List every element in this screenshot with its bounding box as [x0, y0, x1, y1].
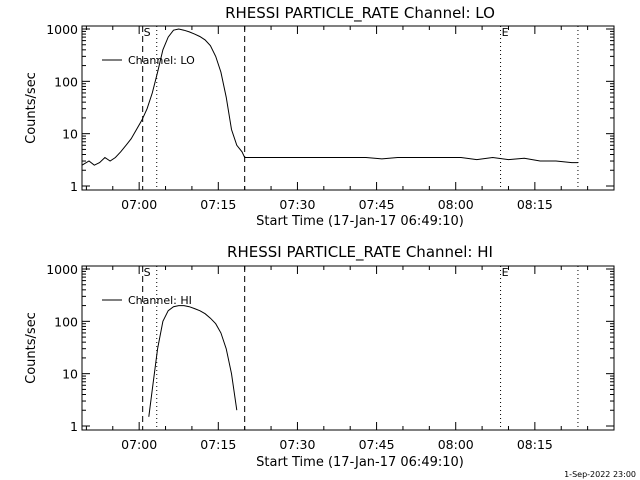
y-tick-label: 1000	[46, 22, 78, 37]
y-tick-label: 1000	[46, 262, 78, 277]
time-marker-label: E	[502, 266, 509, 279]
legend-label: Channel: HI	[128, 294, 192, 307]
footer-timestamp: 1-Sep-2022 23:00	[564, 470, 636, 479]
time-marker-label: S	[144, 26, 151, 39]
plot-frame	[81, 265, 615, 431]
y-tick-label: 1	[70, 179, 78, 194]
y-tick-label: 1	[70, 419, 78, 434]
plot-frame	[81, 25, 615, 191]
y-axis-label: Counts/sec	[24, 72, 39, 144]
legend-label: Channel: LO	[128, 54, 195, 67]
y-tick-label: 100	[54, 74, 78, 89]
x-tick-label: 07:45	[359, 437, 395, 452]
x-tick-label: 08:15	[517, 437, 553, 452]
y-axis-label: Counts/sec	[24, 312, 39, 384]
x-tick-label: 08:00	[438, 437, 474, 452]
time-marker-label: E	[502, 26, 509, 39]
y-tick-label: 100	[54, 314, 78, 329]
x-tick-label: 08:15	[517, 197, 553, 212]
x-axis-label: Start Time (17-Jan-17 06:49:10)	[256, 455, 464, 470]
x-tick-label: 07:45	[359, 197, 395, 212]
time-marker-label: S	[144, 266, 151, 279]
y-tick-label: 10	[62, 367, 78, 382]
x-tick-label: 08:00	[438, 197, 474, 212]
x-tick-label: 07:15	[200, 437, 236, 452]
x-tick-label: 07:00	[121, 437, 157, 452]
y-tick-label: 10	[62, 127, 78, 142]
chart-title: RHESSI PARTICLE_RATE Channel: HI	[227, 243, 493, 262]
series-line	[81, 28, 578, 166]
series-line	[148, 305, 238, 417]
x-tick-label: 07:00	[121, 197, 157, 212]
chart-title: RHESSI PARTICLE_RATE Channel: LO	[225, 4, 495, 23]
x-axis-label: Start Time (17-Jan-17 06:49:10)	[256, 214, 464, 229]
x-tick-label: 07:15	[200, 197, 236, 212]
x-tick-label: 07:30	[279, 437, 315, 452]
x-tick-label: 07:30	[279, 197, 315, 212]
